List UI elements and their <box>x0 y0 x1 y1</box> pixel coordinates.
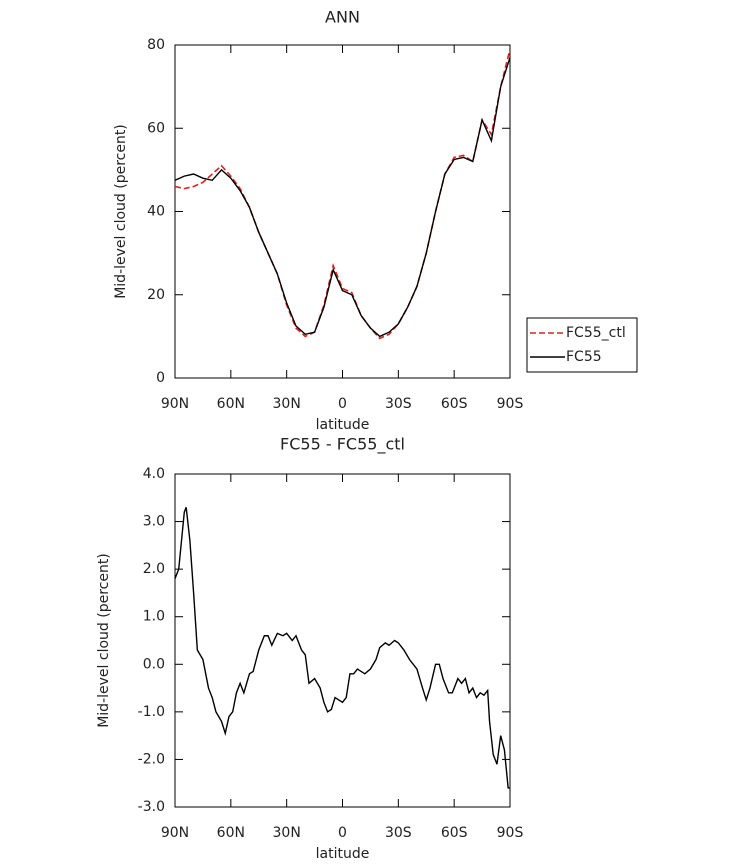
plot-frame <box>174 473 511 808</box>
x-tick-label: 30N <box>273 825 301 841</box>
y-tick-label: 2.0 <box>143 561 165 577</box>
data-line <box>174 48 511 340</box>
data-line <box>174 57 511 338</box>
y-tick-label: 80 <box>147 37 165 53</box>
y-tick-label: 0.0 <box>143 656 165 672</box>
y-tick-label: 60 <box>147 120 165 136</box>
legend-label: FC55 <box>566 349 602 365</box>
x-tick-label: 90N <box>161 396 189 412</box>
y-axis-label: Mid-level cloud (percent) <box>96 553 112 728</box>
x-tick-label: 30N <box>273 396 301 412</box>
y-tick-label: -1.0 <box>138 704 165 720</box>
y-tick-label: 3.0 <box>143 514 165 530</box>
x-tick-label: 90S <box>497 396 524 412</box>
y-tick-label: -3.0 <box>138 799 165 815</box>
chart-title: FC55 - FC55_ctl <box>280 435 405 455</box>
legend-label: FC55_ctl <box>566 325 626 341</box>
x-tick-label: 0 <box>338 825 347 841</box>
x-tick-label: 90N <box>161 825 189 841</box>
y-tick-label: -2.0 <box>138 751 165 767</box>
x-tick-label: 60S <box>441 825 468 841</box>
x-tick-label: 60S <box>441 396 468 412</box>
y-tick-label: 1.0 <box>143 609 165 625</box>
data-line <box>174 507 510 789</box>
x-tick-label: 90S <box>497 825 524 841</box>
legend-box <box>526 317 638 373</box>
x-tick-label: 30S <box>385 825 412 841</box>
x-tick-label: 60N <box>217 396 245 412</box>
x-tick-label: 0 <box>338 396 347 412</box>
y-tick-label: 20 <box>147 287 165 303</box>
x-axis-label: latitude <box>316 417 370 433</box>
x-axis-label: latitude <box>316 846 370 862</box>
chart-title: ANN <box>325 8 360 27</box>
y-tick-label: 0 <box>156 370 165 386</box>
y-axis-label: Mid-level cloud (percent) <box>113 124 129 299</box>
y-tick-label: 40 <box>147 204 165 220</box>
x-tick-label: 60N <box>217 825 245 841</box>
plot-frame <box>174 44 511 379</box>
x-tick-label: 30S <box>385 396 412 412</box>
y-tick-label: 4.0 <box>143 466 165 482</box>
